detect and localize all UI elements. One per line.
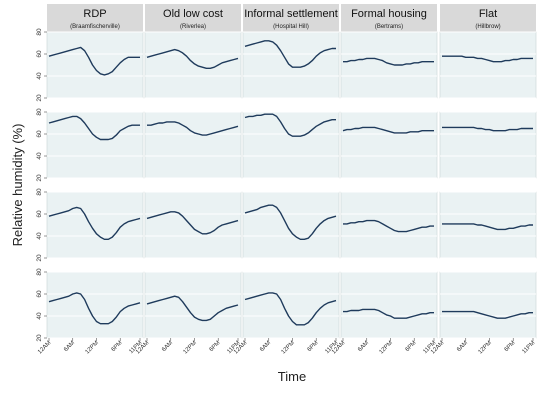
panel-r1-c2: [242, 111, 340, 179]
panel-grid: RDP (Braamfischerville) Old low cost (River…: [36, 4, 536, 356]
column-header-0: RDP (Braamfischerville): [47, 4, 143, 32]
series-line: [48, 46, 140, 76]
plot-area: [46, 191, 144, 259]
y-tick-label: 60: [36, 210, 43, 218]
panel-r0-c1: [144, 31, 242, 99]
y-tick-label: 40: [36, 232, 43, 240]
column-title: Flat: [479, 8, 497, 20]
panel-r2-c1: [144, 191, 242, 259]
series-line: [442, 223, 533, 231]
series-line: [146, 48, 239, 70]
series-line: [244, 40, 336, 68]
plot-area: [242, 191, 340, 259]
y-tick-label: 80: [36, 28, 43, 36]
plot-area: [144, 191, 242, 259]
column-header-2: Informal settlement (Hospital Hill): [243, 4, 339, 32]
plot-area: [144, 31, 242, 99]
panel-r0-c2: [242, 31, 340, 99]
series-line: [48, 206, 141, 241]
series-line: [244, 204, 337, 241]
plot-area: [144, 111, 242, 179]
y-tick-label: 80: [36, 188, 43, 196]
y-tick-label: 60: [36, 130, 43, 138]
panel-r3-c4: [439, 271, 537, 339]
series-line: [244, 113, 336, 137]
panel-r2-c2: [242, 191, 340, 259]
panel-r3-c0: [46, 271, 144, 339]
series-line: [343, 308, 434, 319]
column-header-4: Flat (Hillbrow): [440, 4, 536, 32]
column-subtitle: (Hospital Hill): [273, 24, 309, 30]
column-header-1: Old low cost (Riverlea): [145, 4, 241, 32]
plot-area: [439, 111, 537, 179]
panel-r3-c2: [242, 271, 340, 339]
panel-r0-c0: [46, 31, 144, 99]
plot-area: [46, 31, 144, 99]
x-axis-label: Time: [278, 369, 306, 384]
plot-area: [242, 31, 340, 99]
panel-r1-c1: [144, 111, 242, 179]
y-axis-label: Relative humidity (%): [10, 124, 25, 247]
plot-area: [439, 191, 537, 259]
series-line: [442, 55, 533, 63]
series-line: [442, 310, 533, 319]
plot-area: [439, 31, 537, 99]
column-header-bg: [47, 4, 143, 32]
column-title: RDP: [83, 8, 106, 20]
column-title: Old low cost: [163, 8, 223, 20]
plot-area: [439, 271, 537, 339]
y-tick-label: 20: [36, 94, 43, 102]
y-tick-label: 60: [36, 50, 43, 58]
y-tick-label: 40: [36, 72, 43, 80]
panel-r0-c4: [439, 31, 537, 99]
y-tick-label: 60: [36, 290, 43, 298]
series-line: [343, 57, 434, 66]
panel-r3-c3: [340, 271, 438, 339]
column-subtitle: (Hillbrow): [475, 24, 500, 30]
column-header-bg: [243, 4, 339, 32]
plot-area: [340, 31, 438, 99]
panel-r2-c4: [439, 191, 537, 259]
series-line: [147, 121, 239, 136]
panel-r0-c3: [340, 31, 438, 99]
panel-r1-c3: [340, 111, 438, 179]
plot-area: [46, 271, 144, 339]
column-title: Formal housing: [351, 8, 427, 20]
column-subtitle: (Riverlea): [180, 24, 206, 30]
plot-area: [242, 271, 340, 339]
y-tick-label: 20: [36, 174, 43, 182]
column-header-bg: [341, 4, 437, 32]
y-tick-label: 80: [36, 268, 43, 276]
panel-r2-c3: [340, 191, 438, 259]
y-tick-label: 20: [36, 254, 43, 262]
panel-r3-c1: [144, 271, 242, 339]
series-line: [48, 115, 140, 141]
column-header-bg: [145, 4, 241, 32]
panel-r2-c0: [46, 191, 144, 259]
plot-area: [340, 191, 438, 259]
plot-area: [340, 111, 438, 179]
panel-r1-c4: [439, 111, 537, 179]
column-header-3: Formal housing (Bertrams): [341, 4, 437, 32]
series-line: [146, 211, 239, 235]
plot-area: [340, 271, 438, 339]
series-line: [146, 295, 239, 322]
column-header-bg: [440, 4, 536, 32]
panel-r1-c0: [46, 111, 144, 179]
y-tick-label: 40: [36, 152, 43, 160]
column-subtitle: (Braamfischerville): [70, 24, 120, 30]
column-title: Informal settlement: [244, 8, 338, 20]
series-line: [342, 126, 434, 134]
series-line: [48, 292, 141, 325]
plot-area: [144, 271, 242, 339]
column-subtitle: (Bertrams): [375, 24, 403, 30]
series-line: [244, 292, 337, 326]
y-tick-label: 80: [36, 108, 43, 116]
y-tick-label: 20: [36, 334, 43, 342]
y-tick-label: 40: [36, 312, 43, 320]
series-line: [442, 126, 533, 132]
series-line: [343, 219, 434, 233]
plot-area: [46, 111, 144, 179]
